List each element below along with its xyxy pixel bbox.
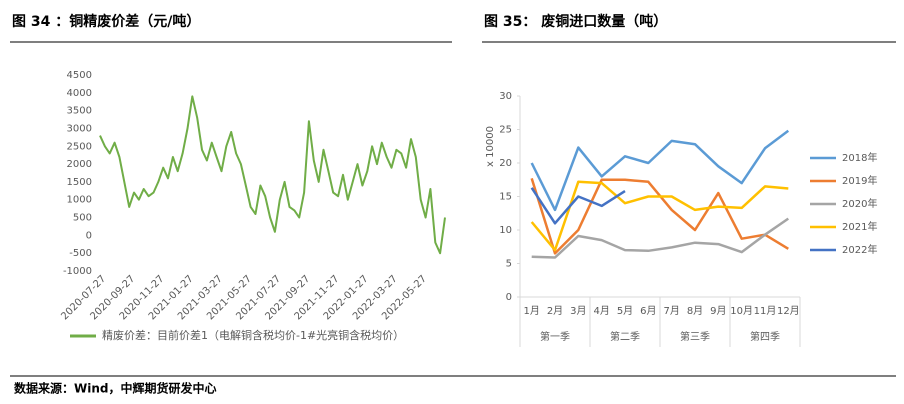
y-tick-label: 1000: [67, 195, 92, 206]
legend-label: 2021年: [842, 220, 877, 233]
group-label: 第三季: [680, 330, 710, 343]
group-label: 第二季: [610, 330, 640, 343]
y-tick-label: 0: [86, 230, 92, 241]
y-tick-label: 10: [499, 225, 512, 236]
y-tick-label: 2000: [67, 159, 92, 170]
x-tick-label: 2月: [547, 305, 563, 317]
y-tick-label: 25: [499, 125, 512, 136]
y-tick-label: 5: [506, 259, 512, 270]
x-tick-label: 5月: [617, 305, 633, 317]
x-tick-label: 3月: [570, 305, 586, 317]
x-tick-label: 8月: [687, 305, 703, 317]
x-tick-label: 10月: [730, 305, 753, 317]
series-line: [530, 187, 626, 225]
y-tick-label: -500: [69, 248, 92, 259]
series-line: [531, 217, 790, 259]
legend-label: 2020年: [842, 197, 877, 210]
y-tick-label: 4000: [67, 88, 92, 99]
x-tick-label: 1月: [523, 305, 539, 317]
y-tick-label: 0: [506, 292, 512, 303]
series-line: [530, 129, 790, 212]
y-tick-label: 1500: [67, 177, 92, 188]
x-tick-label: 4月: [593, 305, 609, 317]
series-line: [99, 95, 446, 255]
y-tick-label: -1000: [63, 266, 92, 277]
y-tick-label: 20: [499, 158, 512, 169]
legend-label: 2018年: [842, 151, 877, 164]
y-axis-label: x 10000: [485, 126, 496, 167]
x-tick-label: 12月: [777, 305, 800, 317]
y-tick-label: 500: [73, 213, 92, 224]
chart-title: 图 34 ：铜精废价差（元/吨）: [12, 13, 200, 30]
group-label: 第一季: [540, 330, 570, 343]
legend-label: 2022年: [842, 243, 877, 256]
y-tick-label: 15: [499, 192, 512, 203]
y-tick-label: 30: [499, 91, 512, 102]
x-tick-label: 6月: [640, 305, 656, 317]
y-tick-label: 4500: [67, 70, 92, 81]
source: 数据来源：Wind，中辉期货研发中心: [14, 381, 216, 396]
y-tick-label: 3000: [67, 123, 92, 134]
series-line: [530, 180, 789, 252]
y-tick-label: 2500: [67, 141, 92, 152]
x-tick-label: 11月: [754, 305, 777, 317]
chart-title: 图 35： 废铜进口数量（吨）: [484, 13, 667, 30]
x-tick-label: 9月: [710, 305, 726, 317]
legend-label: 精废价差：目前价差1（电解铜含税均价-1#光亮铜含税均价）: [102, 328, 404, 342]
group-label: 第四季: [750, 330, 780, 343]
legend-label: 2019年: [842, 174, 877, 187]
x-tick-label: 7月: [663, 305, 679, 317]
y-tick-label: 3500: [67, 106, 92, 117]
